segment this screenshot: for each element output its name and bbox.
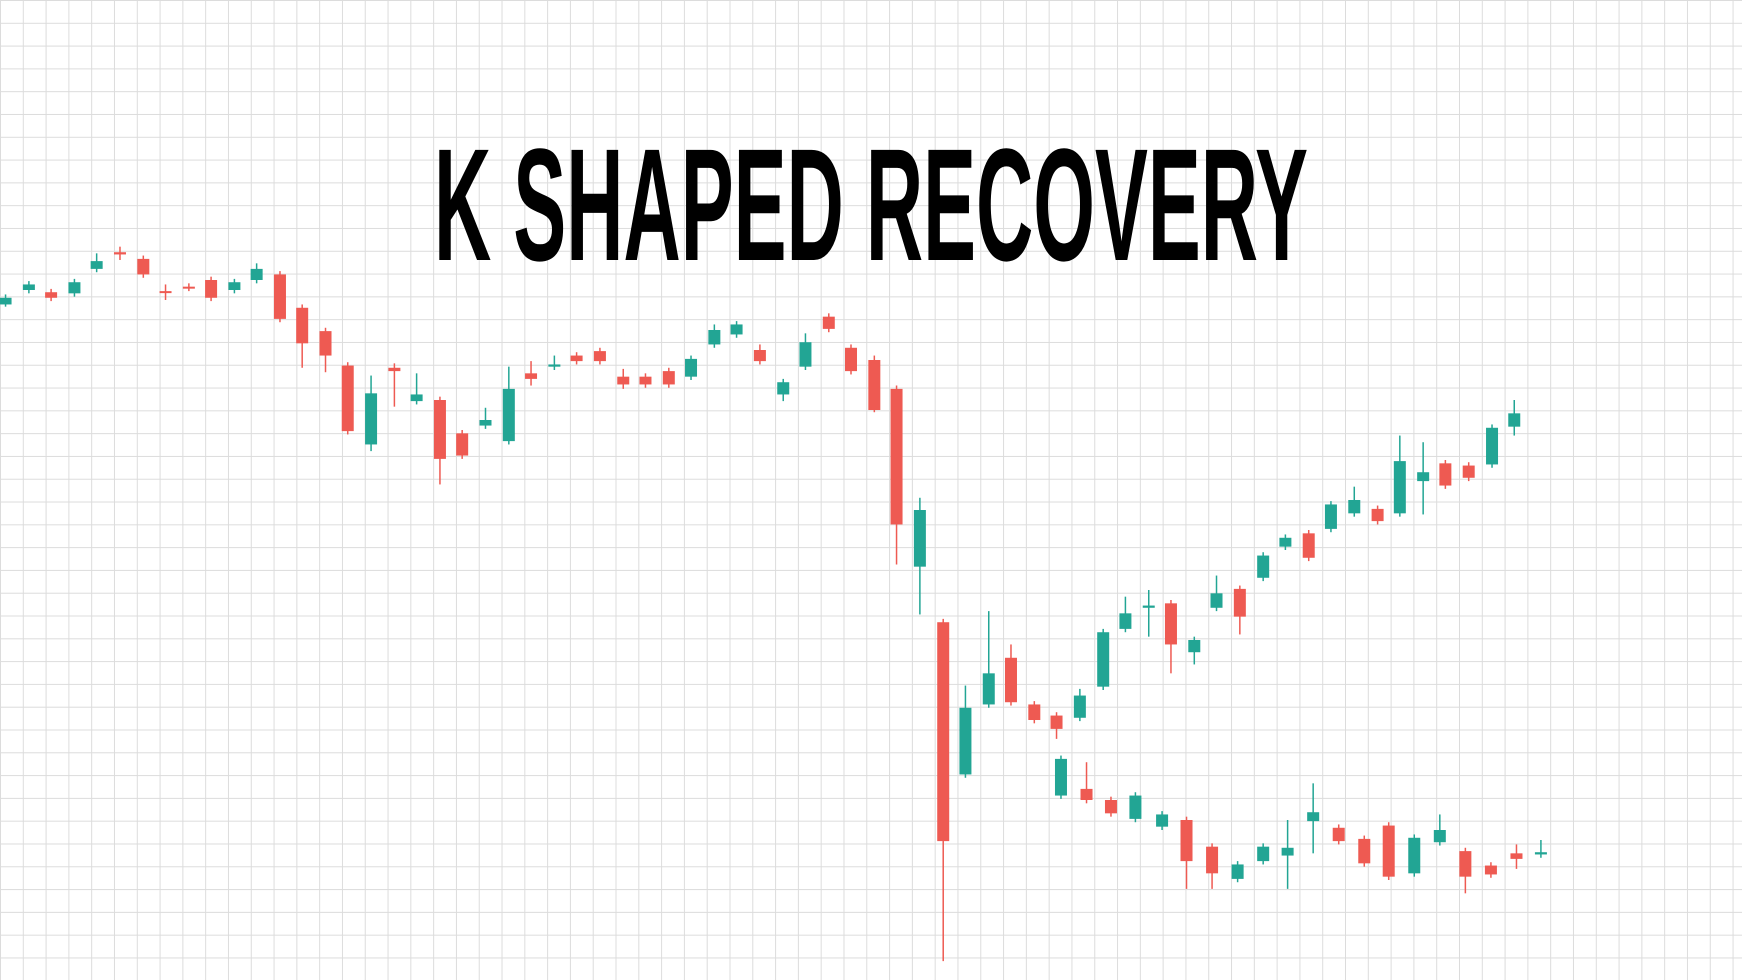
candle-body: [1080, 788, 1093, 800]
candle-body: [182, 286, 195, 289]
candle-body: [1188, 640, 1201, 653]
candle-body: [250, 268, 263, 280]
candle-body: [1324, 504, 1337, 529]
candle-body: [1439, 463, 1452, 486]
candle-body: [1231, 864, 1244, 879]
candle-body: [113, 252, 126, 255]
candle-body: [525, 373, 538, 379]
candle-body: [1257, 846, 1270, 862]
candle-body: [159, 291, 172, 294]
candle-body: [1233, 588, 1246, 617]
candle-body: [1180, 820, 1193, 862]
candle-body: [1534, 852, 1547, 855]
candle-body: [433, 400, 446, 459]
candle-body: [1408, 837, 1421, 874]
candle-body: [868, 360, 881, 410]
candle-body: [1004, 657, 1017, 703]
candle-body: [937, 622, 950, 842]
candle-body: [1332, 827, 1345, 842]
candle-body: [90, 261, 103, 269]
candle-body: [22, 284, 35, 290]
candle-body: [1462, 465, 1475, 478]
candle-body: [502, 388, 515, 442]
candle-body: [1104, 800, 1117, 814]
candle-body: [982, 673, 995, 705]
candle-body: [1097, 632, 1110, 687]
candle-body: [1164, 603, 1177, 645]
candle-body: [1302, 533, 1315, 558]
candle-body: [1119, 613, 1132, 629]
candle-body: [1210, 593, 1223, 608]
candle-body: [1279, 537, 1292, 547]
candle-body: [822, 316, 835, 329]
candle-body: [617, 376, 630, 385]
candle-body: [1348, 500, 1361, 514]
candle-body: [1486, 427, 1499, 465]
candle-body: [1281, 847, 1294, 856]
candle-body: [479, 420, 492, 426]
candle-body: [365, 393, 378, 445]
candle-body: [959, 707, 972, 775]
candle-body: [456, 433, 469, 456]
candle-body: [685, 358, 698, 377]
candle-body: [845, 347, 858, 372]
candle-body: [548, 364, 561, 367]
candle-body: [1257, 555, 1270, 578]
candle-body: [1156, 814, 1169, 827]
candle-body: [708, 330, 721, 345]
candle-body: [593, 351, 606, 362]
candle-body: [1142, 605, 1155, 608]
candle-body: [45, 292, 58, 298]
candle-body: [913, 510, 926, 567]
candle-body: [662, 371, 675, 385]
candle-body: [1382, 825, 1395, 877]
candle-body: [1510, 853, 1523, 859]
candle-body: [1371, 508, 1384, 522]
candle-body: [1484, 865, 1497, 875]
candle-body: [1393, 461, 1406, 514]
candle-body: [570, 355, 583, 362]
candle-body: [1459, 851, 1472, 877]
candle-body: [730, 324, 743, 335]
candle-body: [1050, 715, 1063, 729]
candle-body: [68, 282, 81, 294]
candle-body: [1307, 812, 1320, 822]
chart-title: K SHAPED RECOVERY: [434, 115, 1308, 294]
candle-body: [639, 376, 652, 385]
candle-body: [1073, 695, 1086, 718]
candle-body: [137, 258, 150, 275]
candle-body: [1129, 795, 1142, 819]
candle-body: [273, 274, 286, 319]
candle-body: [1028, 704, 1041, 720]
candle-body: [753, 350, 766, 362]
candle-body: [1054, 758, 1067, 796]
candle-body: [341, 365, 354, 432]
candle-body: [205, 280, 218, 298]
candle-body: [1508, 413, 1521, 427]
candle-body: [799, 342, 812, 367]
candle-body: [410, 394, 423, 402]
candle-body: [228, 282, 241, 290]
candle-body: [890, 388, 903, 525]
candle-body: [296, 307, 309, 344]
candle-body: [388, 367, 401, 372]
candle-body: [319, 331, 332, 356]
candle-body: [1358, 838, 1371, 864]
candle-body: [0, 297, 12, 305]
candle-body: [1417, 472, 1430, 482]
candle-body: [1433, 830, 1446, 843]
candle-body: [777, 382, 790, 395]
candle-body: [1206, 846, 1219, 874]
